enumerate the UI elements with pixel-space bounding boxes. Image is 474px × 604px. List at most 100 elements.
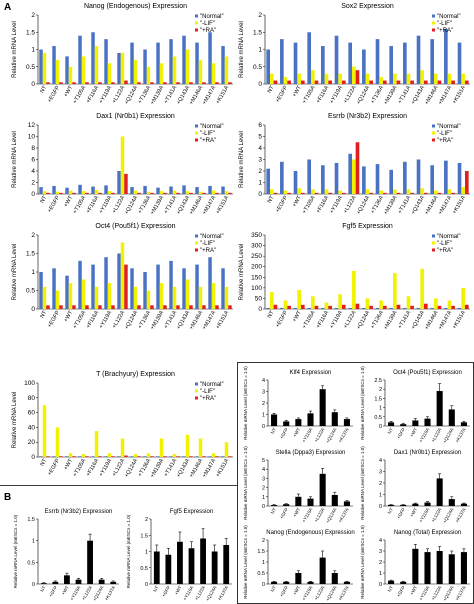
y-tick-label: 0 <box>145 582 148 588</box>
bar <box>189 305 193 309</box>
bar <box>59 305 63 309</box>
bar <box>334 307 339 309</box>
y-tick-label: 4 <box>379 458 382 464</box>
bar <box>434 190 438 194</box>
bar <box>224 442 229 457</box>
legend-swatch <box>432 241 435 245</box>
x-tick-label: +WT <box>61 585 70 596</box>
bar <box>307 159 312 194</box>
bar <box>189 456 193 457</box>
bar <box>311 70 315 84</box>
chart-title: Esrrb (Nr3b2) Expression <box>45 509 113 515</box>
bar <box>150 456 154 457</box>
bar <box>185 49 190 84</box>
y-tick-label: 1.5 <box>140 533 148 539</box>
legend-label: "Normal" <box>200 14 224 20</box>
bar <box>146 191 151 194</box>
y-tick-label: 3 <box>258 157 262 164</box>
y-tick-label: 1.5 <box>257 549 265 555</box>
bar <box>159 283 164 309</box>
bar <box>107 63 112 84</box>
legend-swatch <box>195 14 198 18</box>
bar <box>172 190 177 194</box>
x-tick-label: NT <box>387 507 394 515</box>
bar <box>42 191 47 194</box>
bar <box>98 82 102 84</box>
x-tick-label: NT <box>39 194 48 204</box>
y-axis-label: Relative mRNA Level <box>239 131 245 188</box>
legend-label: "+RA" <box>437 248 453 254</box>
bar <box>159 191 164 194</box>
bar <box>91 186 95 194</box>
bar <box>185 434 190 457</box>
bar <box>352 66 356 84</box>
bar <box>137 305 141 309</box>
bar <box>59 82 63 84</box>
y-tick-label: 0 <box>262 504 265 510</box>
bar <box>389 46 394 84</box>
x-tick-label: +WT <box>292 194 303 208</box>
bar <box>375 164 380 194</box>
bar <box>55 290 60 309</box>
x-tick-label: +K137A <box>337 585 349 601</box>
x-tick-label: +Q124A <box>356 85 372 106</box>
y-tick-label: 5 <box>258 134 262 141</box>
bar <box>461 287 465 309</box>
bar <box>130 456 134 457</box>
bar <box>153 551 160 584</box>
y-tick-label: 0 <box>31 454 35 461</box>
bar <box>176 456 180 457</box>
bar <box>300 192 305 194</box>
x-tick-label: +WT <box>292 427 301 438</box>
y-axis-label: Relative mRNA Level (mESCs = 1.0) <box>360 366 365 440</box>
legend-swatch <box>432 124 435 128</box>
bar <box>55 191 60 194</box>
bar <box>461 187 465 194</box>
x-tick-label: +GFP <box>396 585 406 598</box>
y-tick-label: 40 <box>28 424 36 431</box>
bar <box>133 59 138 84</box>
x-tick-label: +K137A <box>337 427 349 443</box>
chart-title: Sox2 Expression <box>341 3 394 10</box>
bar <box>355 70 360 84</box>
y-tick-label: 2 <box>31 12 35 19</box>
bar <box>224 286 229 309</box>
bar <box>287 305 291 309</box>
x-tick-label: NT <box>387 585 394 593</box>
x-tick-label: NT <box>387 427 394 435</box>
y-tick-label: 1.5 <box>374 396 382 402</box>
y-axis-label: Relative mRNA Level <box>12 131 18 188</box>
y-tick-label: 0 <box>258 306 262 313</box>
bar <box>215 456 219 457</box>
x-tick-label: +L122A <box>430 585 442 601</box>
y-tick-label: 4 <box>258 145 262 152</box>
bar <box>59 456 63 457</box>
x-tick-label: +Y119A <box>418 585 430 601</box>
bar <box>188 548 195 584</box>
bar <box>379 300 383 309</box>
x-tick-label: +K151A <box>215 195 230 215</box>
y-tick-label: 0 <box>31 191 35 198</box>
x-tick-label: +L122A <box>430 427 442 443</box>
bar <box>130 187 134 194</box>
y-tick-label: 0 <box>258 81 262 88</box>
legend-swatch <box>432 131 435 135</box>
bar <box>211 283 216 309</box>
y-axis-label: Relative mRNA Level (mESCs = 1.0) <box>243 446 248 520</box>
bar <box>382 305 387 309</box>
bar <box>137 456 141 457</box>
y-tick-label: 1.5 <box>26 251 35 258</box>
x-tick-label: +EGFP <box>47 195 61 214</box>
x-tick-label: NT <box>39 457 48 467</box>
bar <box>120 136 125 194</box>
bar <box>195 42 199 84</box>
bar <box>423 80 428 84</box>
bar <box>52 46 56 84</box>
bar <box>159 63 164 84</box>
y-tick-label: 0.5 <box>27 560 35 566</box>
bar <box>406 296 411 309</box>
legend-swatch <box>195 248 198 252</box>
bar <box>348 307 353 309</box>
bar <box>457 42 462 84</box>
y-tick-label: 12 <box>28 122 36 129</box>
